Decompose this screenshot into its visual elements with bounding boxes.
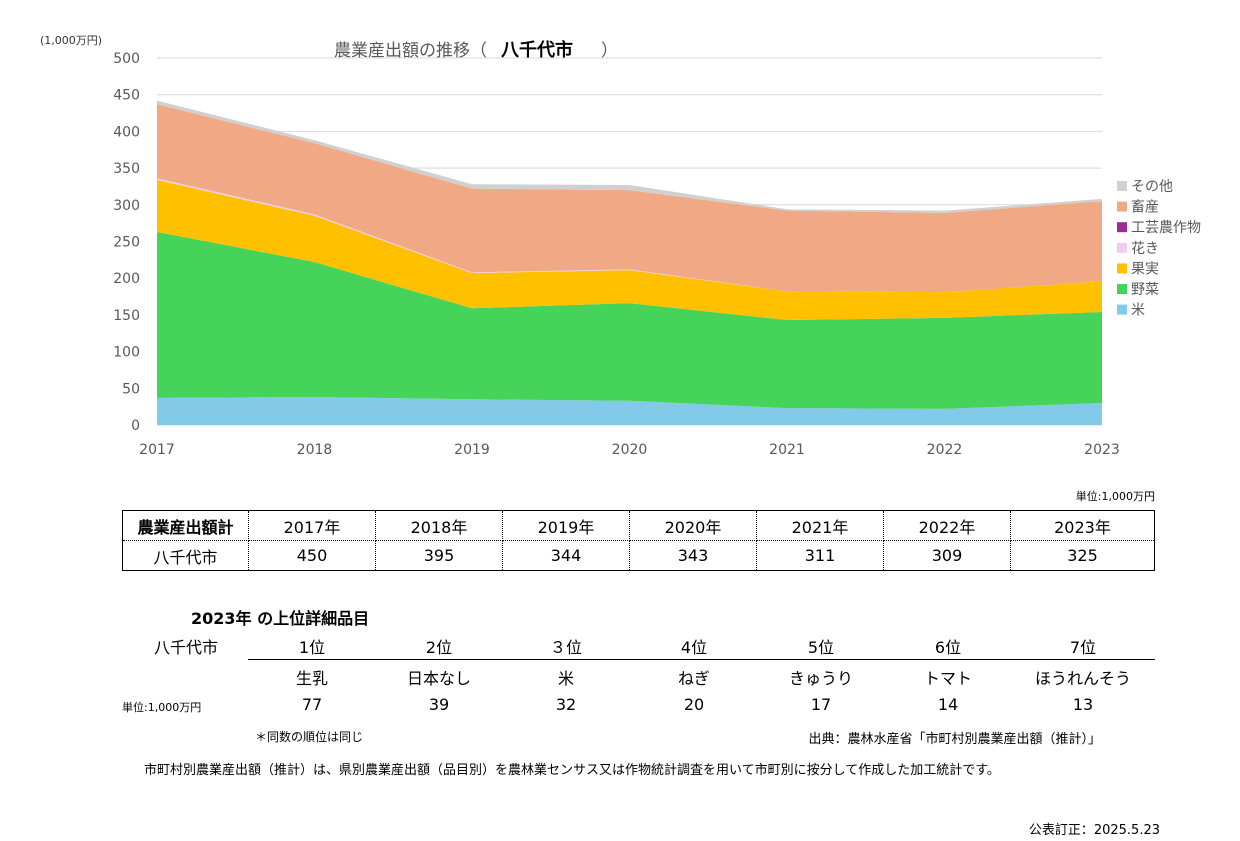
rank-label: 1位	[298, 638, 326, 657]
legend-label: その他	[1131, 179, 1173, 195]
rank-value: 14	[937, 695, 959, 714]
x-tick-label: 2020	[612, 442, 648, 458]
ranking-divider	[248, 659, 1155, 660]
rank-label: 6位	[934, 638, 962, 657]
chart-title: 農業産出額の推移（ 八千代市 ）	[334, 36, 618, 62]
ranking-city: 八千代市	[153, 638, 219, 657]
rank-label: 5位	[807, 638, 835, 657]
rank-value: 13	[1072, 695, 1094, 714]
y-tick-label: 250	[113, 235, 140, 251]
legend-label: 野菜	[1131, 282, 1159, 298]
legend-swatch	[1117, 201, 1127, 212]
x-tick-label: 2017	[139, 442, 175, 458]
legend-label: 工芸農作物	[1131, 220, 1201, 236]
year-header: 2017年	[248, 510, 376, 541]
chart-title-close: ）	[601, 41, 618, 61]
y-tick-label: 0	[131, 418, 140, 434]
chart-title-city: 八千代市	[501, 40, 573, 61]
year-header: 2019年	[502, 510, 630, 541]
y-tick-label: 400	[113, 124, 140, 140]
legend-label: 米	[1131, 303, 1145, 319]
ranking-title: 2023年 の上位詳細品目	[191, 609, 370, 628]
year-header: 2020年	[629, 510, 757, 541]
rank-item: ねぎ	[677, 669, 711, 688]
ranking-note: ＊同数の順位は同じ	[255, 730, 364, 744]
y-tick-label: 300	[113, 198, 140, 214]
area-chart: 0 50 100 150 200 250 300 350 400 450 500 2017 2018 20…	[113, 51, 1201, 458]
area-series-1	[157, 231, 1102, 409]
y-tick-label: 150	[113, 308, 140, 324]
rank-item: ほうれんそう	[1034, 669, 1132, 688]
x-tick-label: 2022	[927, 442, 963, 458]
x-tick-label: 2019	[454, 442, 490, 458]
total-value: 450	[248, 540, 376, 571]
rank-item: きゅうり	[788, 669, 854, 688]
legend-swatch	[1117, 284, 1127, 294]
rank-item: 生乳	[295, 669, 329, 688]
y-axis-unit: (1,000万円)	[40, 34, 103, 47]
totals-header-label: 農業産出額計	[122, 510, 249, 541]
rank-value: 39	[428, 695, 450, 714]
legend-swatch	[1117, 304, 1127, 315]
rank-label: 2位	[425, 638, 453, 657]
x-tick-label: 2023	[1084, 442, 1120, 458]
rank-label: 7位	[1069, 638, 1097, 657]
published-date: 公表訂正：2025.5.23	[1028, 823, 1160, 838]
y-tick-label: 350	[113, 161, 140, 177]
total-value: 344	[502, 540, 630, 571]
y-tick-label: 450	[113, 88, 140, 104]
area-series-5	[157, 104, 1102, 293]
total-value: 311	[756, 540, 884, 571]
totals-table: 農業産出額計 2017年 2018年 2019年 2020年 2021年 202…	[122, 510, 1155, 571]
chart-title-text: 農業産出額の推移（	[334, 41, 487, 61]
rank-label: ３位	[549, 638, 583, 657]
totals-unit: 単位:1,000万円	[1075, 490, 1155, 503]
totals-value-row: 八千代市 450 395 344 343 311 309 325	[122, 540, 1155, 571]
x-tick-label: 2021	[769, 442, 805, 458]
y-tick-label: 50	[122, 381, 140, 397]
area-series-0	[157, 397, 1102, 425]
rank-item: 米	[557, 669, 575, 688]
legend-label: 花き	[1131, 241, 1159, 257]
y-tick-label: 100	[113, 345, 140, 361]
legend-swatch	[1117, 263, 1127, 274]
total-value: 325	[1010, 540, 1155, 571]
source-citation: 出典：農林水産省「市町村別農業産出額（推計）」	[808, 732, 1101, 747]
rank-label: 4位	[680, 638, 708, 657]
rank-item: トマト	[923, 669, 973, 688]
year-header: 2021年	[756, 510, 884, 541]
city-label: 八千代市	[122, 540, 249, 571]
ranking-unit: 単位:1,000万円	[122, 701, 202, 714]
year-header: 2022年	[883, 510, 1011, 541]
y-tick-label: 500	[113, 51, 140, 67]
rank-value: 17	[810, 695, 832, 714]
legend-label: 畜産	[1131, 200, 1159, 216]
legend-swatch	[1117, 222, 1127, 233]
year-header: 2023年	[1010, 510, 1155, 541]
rank-value: 20	[683, 695, 705, 714]
x-tick-label: 2018	[297, 442, 333, 458]
rank-value: 32	[555, 695, 577, 714]
total-value: 309	[883, 540, 1011, 571]
total-value: 343	[629, 540, 757, 571]
legend-swatch	[1117, 242, 1127, 253]
footnote: 市町村別農業産出額（推計）は、県別農業産出額（品目別）を農林業センサス又は作物統…	[144, 763, 1000, 778]
rank-value: 77	[301, 695, 323, 714]
totals-header-row: 農業産出額計 2017年 2018年 2019年 2020年 2021年 202…	[122, 510, 1155, 541]
rank-item: 日本なし	[406, 669, 472, 688]
y-tick-label: 200	[113, 271, 140, 287]
legend-swatch	[1117, 181, 1127, 191]
total-value: 395	[375, 540, 503, 571]
area-series-2	[157, 179, 1102, 321]
legend-label: 果実	[1131, 261, 1159, 277]
year-header: 2018年	[375, 510, 503, 541]
